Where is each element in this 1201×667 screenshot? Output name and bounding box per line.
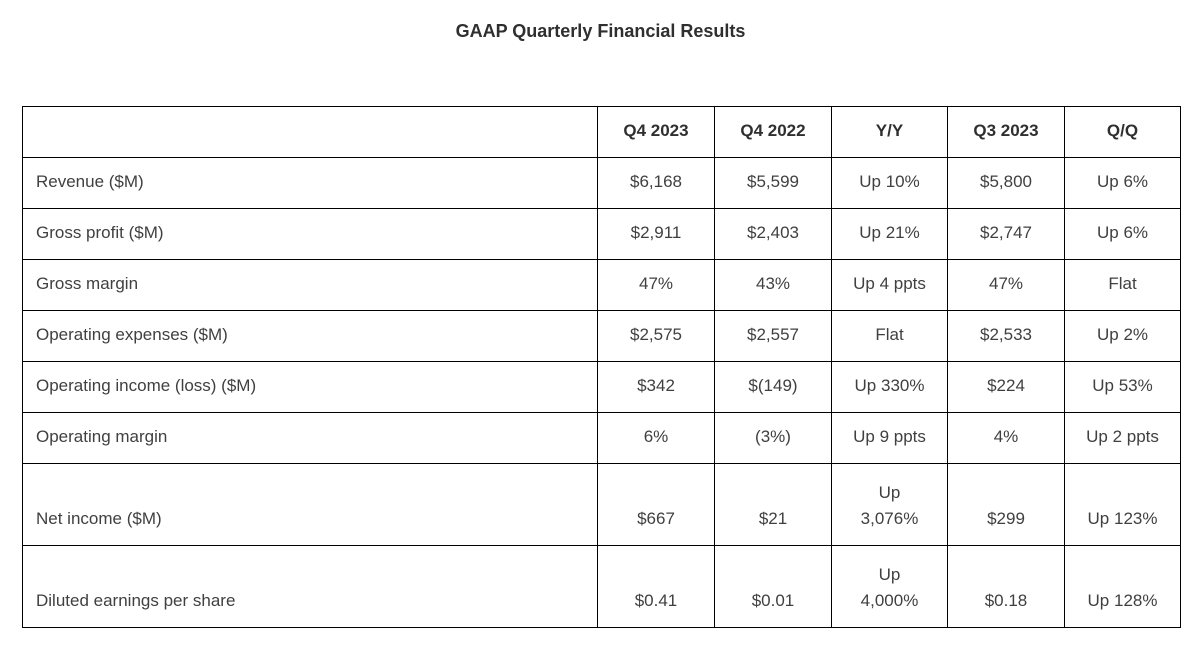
cell-value: $299 bbox=[947, 463, 1065, 546]
row-label: Diluted earnings per share bbox=[22, 545, 598, 628]
cell-value: $224 bbox=[947, 361, 1065, 413]
cell-value: $5,800 bbox=[947, 157, 1065, 209]
cell-value: Up 2 ppts bbox=[1064, 412, 1181, 464]
cell-value: $2,403 bbox=[714, 208, 832, 260]
row-label: Operating expenses ($M) bbox=[22, 310, 598, 362]
table-row-diluted-eps: Diluted earnings per share $0.41 $0.01 U… bbox=[22, 545, 1181, 628]
cell-value: Up 6% bbox=[1064, 208, 1181, 260]
cell-value: $2,533 bbox=[947, 310, 1065, 362]
cell-value: Up 9 ppts bbox=[831, 412, 948, 464]
cell-value: Up 128% bbox=[1064, 545, 1181, 628]
cell-value: Up 21% bbox=[831, 208, 948, 260]
header-q4-2022: Q4 2022 bbox=[714, 106, 832, 158]
table-row-gross-margin: Gross margin 47% 43% Up 4 ppts 47% Flat bbox=[22, 259, 1181, 311]
cell-value: $2,911 bbox=[597, 208, 715, 260]
header-metric-blank bbox=[22, 106, 598, 158]
cell-value: $5,599 bbox=[714, 157, 832, 209]
financial-results-table: Q4 2023 Q4 2022 Y/Y Q3 2023 Q/Q Revenue … bbox=[22, 106, 1181, 628]
header-qoq: Q/Q bbox=[1064, 106, 1181, 158]
row-label: Gross profit ($M) bbox=[22, 208, 598, 260]
cell-value: $0.01 bbox=[714, 545, 832, 628]
cell-value: Up 6% bbox=[1064, 157, 1181, 209]
row-label: Revenue ($M) bbox=[22, 157, 598, 209]
cell-value: 4% bbox=[947, 412, 1065, 464]
cell-value: 47% bbox=[597, 259, 715, 311]
row-label: Operating margin bbox=[22, 412, 598, 464]
table-row-net-income: Net income ($M) $667 $21 Up 3,076% $299 … bbox=[22, 463, 1181, 546]
header-q4-2023: Q4 2023 bbox=[597, 106, 715, 158]
table-row-operating-margin: Operating margin 6% (3%) Up 9 ppts 4% Up… bbox=[22, 412, 1181, 464]
cell-value: Flat bbox=[1064, 259, 1181, 311]
cell-value: $21 bbox=[714, 463, 832, 546]
cell-value: Up 3,076% bbox=[831, 463, 948, 546]
cell-value: Up 330% bbox=[831, 361, 948, 413]
cell-value: Up 10% bbox=[831, 157, 948, 209]
cell-value: Up 4 ppts bbox=[831, 259, 948, 311]
table-row-operating-expenses: Operating expenses ($M) $2,575 $2,557 Fl… bbox=[22, 310, 1181, 362]
table-row-gross-profit: Gross profit ($M) $2,911 $2,403 Up 21% $… bbox=[22, 208, 1181, 260]
table-row-revenue: Revenue ($M) $6,168 $5,599 Up 10% $5,800… bbox=[22, 157, 1181, 209]
row-label: Operating income (loss) ($M) bbox=[22, 361, 598, 413]
header-row: Q4 2023 Q4 2022 Y/Y Q3 2023 Q/Q bbox=[22, 106, 1181, 158]
cell-value: $0.18 bbox=[947, 545, 1065, 628]
cell-value: $2,575 bbox=[597, 310, 715, 362]
cell-value: $2,747 bbox=[947, 208, 1065, 260]
cell-value: 43% bbox=[714, 259, 832, 311]
cell-value: Up 2% bbox=[1064, 310, 1181, 362]
row-label: Net income ($M) bbox=[22, 463, 598, 546]
table-row-operating-income: Operating income (loss) ($M) $342 $(149)… bbox=[22, 361, 1181, 413]
cell-value: 47% bbox=[947, 259, 1065, 311]
cell-value: $0.41 bbox=[597, 545, 715, 628]
cell-value: Up 123% bbox=[1064, 463, 1181, 546]
cell-value: $342 bbox=[597, 361, 715, 413]
cell-value: Up 4,000% bbox=[831, 545, 948, 628]
header-yoy: Y/Y bbox=[831, 106, 948, 158]
cell-value: $2,557 bbox=[714, 310, 832, 362]
cell-value: (3%) bbox=[714, 412, 832, 464]
cell-value: Flat bbox=[831, 310, 948, 362]
cell-value: $6,168 bbox=[597, 157, 715, 209]
cell-value: $(149) bbox=[714, 361, 832, 413]
row-label: Gross margin bbox=[22, 259, 598, 311]
cell-value: 6% bbox=[597, 412, 715, 464]
header-q3-2023: Q3 2023 bbox=[947, 106, 1065, 158]
cell-value: Up 53% bbox=[1064, 361, 1181, 413]
page-title: GAAP Quarterly Financial Results bbox=[455, 21, 746, 41]
cell-value: $667 bbox=[597, 463, 715, 546]
